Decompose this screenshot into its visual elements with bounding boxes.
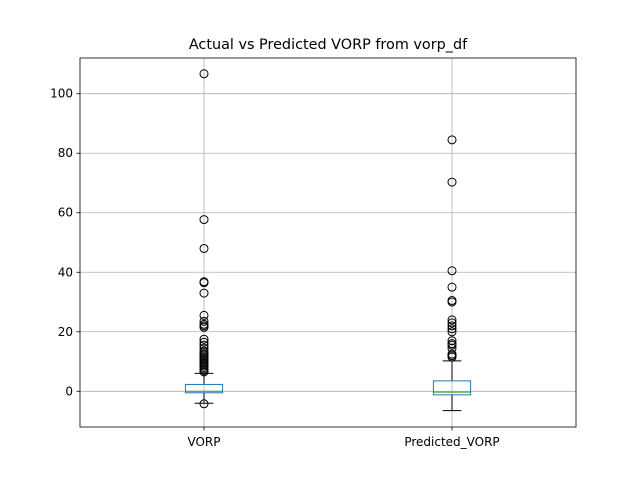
outlier-point [199,319,209,329]
axes-frame [79,57,577,428]
grid-layer [80,58,576,427]
outlier-point [447,266,457,276]
y-tick-label: 40 [58,265,73,279]
outlier-point [447,349,457,359]
box-iqr [432,380,472,396]
y-tick-label: 100 [50,87,73,101]
outlier-point [199,399,209,409]
y-tick-label: 80 [58,146,73,160]
outlier-point [447,343,457,353]
outlier-point [447,315,457,325]
outlier-point [447,327,457,337]
outlier-point [447,336,457,346]
outlier-point [447,318,457,328]
outlier-point [199,243,209,253]
outlier-point [199,215,209,225]
outlier-point [447,177,457,187]
outlier-point [447,321,457,331]
outlier-point [199,69,209,79]
outlier-point [447,339,457,349]
box-iqr [184,383,224,394]
y-tick-label: 20 [58,325,73,339]
x-tick-label: Predicted_VORP [404,435,499,449]
outlier-point [199,343,209,353]
x-tick-label: VORP [187,435,220,449]
plot-layer [184,69,472,412]
outlier-point [447,135,457,145]
outlier-point [199,288,209,298]
outlier-point [199,337,209,347]
outlier-point [447,282,457,292]
y-tick-label: 60 [58,206,73,220]
outlier-point [199,334,209,344]
axis-layer: 0 20 40 60 80 100 VORP Predicted_VORP [50,87,500,449]
chart-title: Actual vs Predicted VORP from vorp_df [189,37,468,53]
outlier-point [199,310,209,320]
outlier-point [447,324,457,334]
y-tick-label: 0 [65,384,73,398]
outlier-point [199,340,209,350]
box-group [432,135,472,412]
outlier-point [199,316,209,326]
outlier-point [199,277,209,287]
outlier-point [447,296,457,306]
box-group [184,69,224,409]
outlier-point [199,346,209,356]
